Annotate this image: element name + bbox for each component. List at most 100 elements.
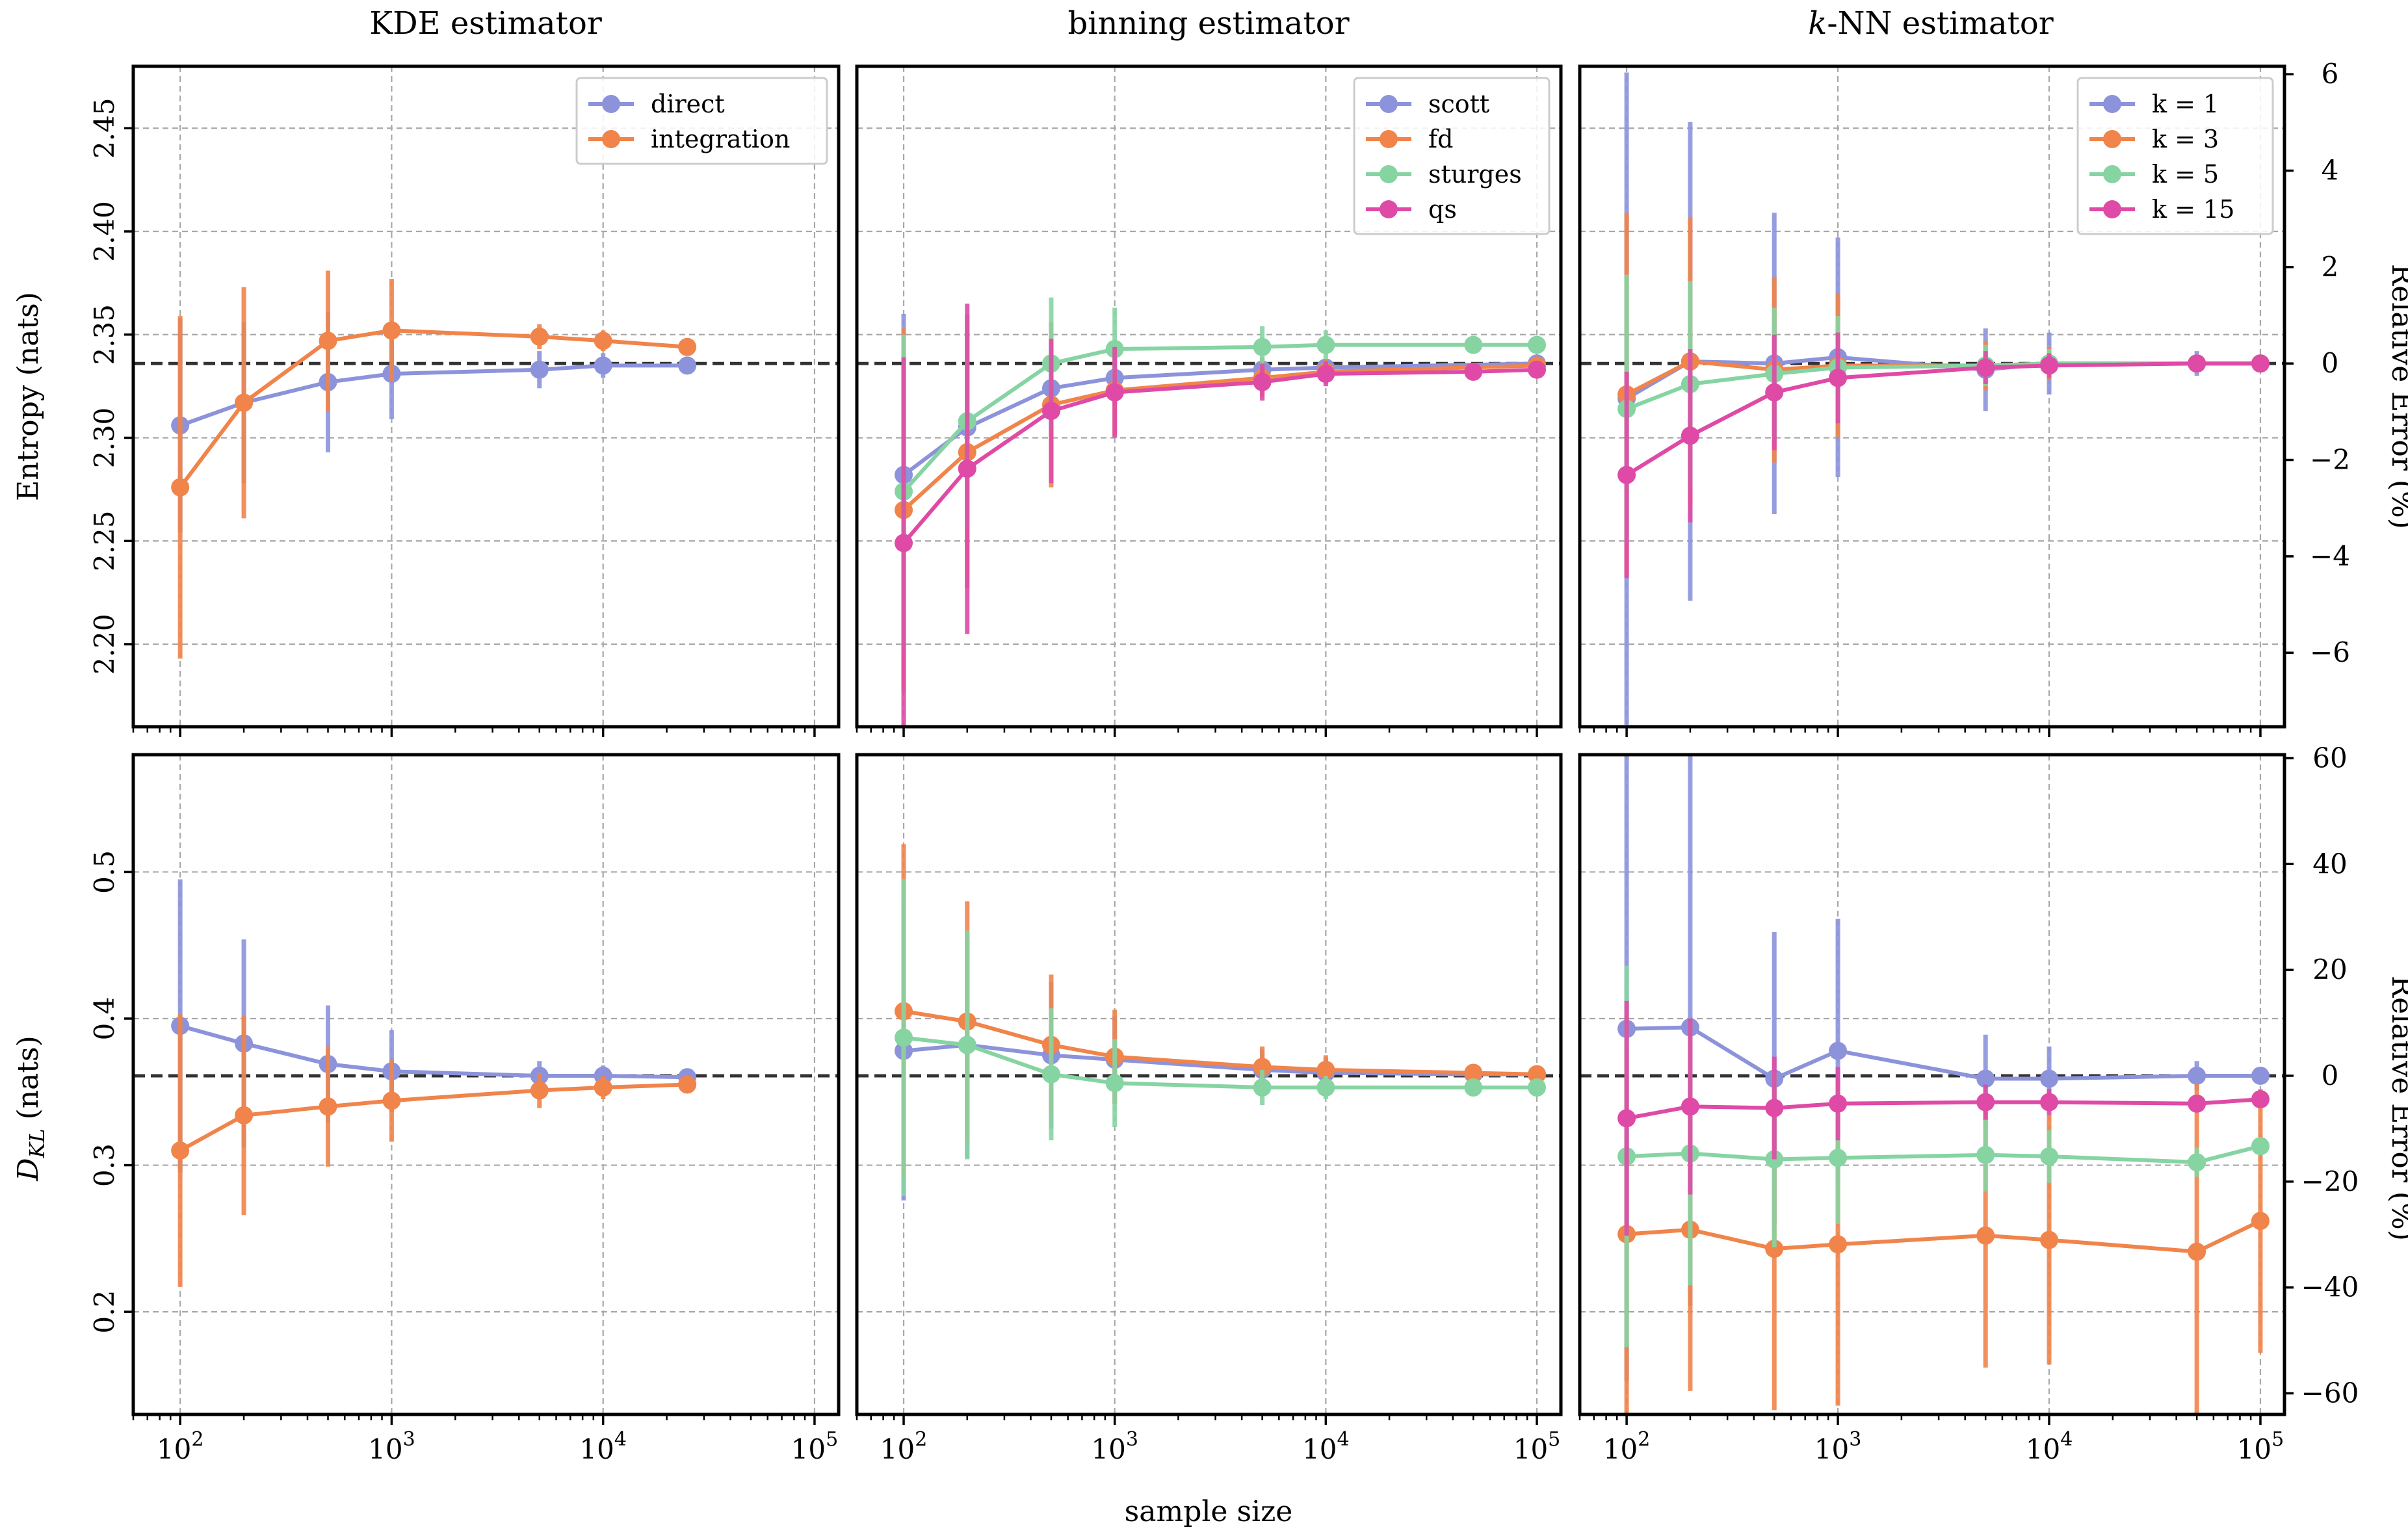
y-tick-label: 2.20 xyxy=(88,614,120,675)
legend-swatch-marker xyxy=(602,130,620,148)
data-point xyxy=(2040,1093,2059,1112)
data-point xyxy=(1681,1097,1699,1116)
grid xyxy=(133,755,839,1414)
x-tick-label: 103 xyxy=(1814,1428,1862,1465)
series-line xyxy=(179,1082,688,1152)
y-tick-label: 2.45 xyxy=(88,98,120,159)
x-ticks xyxy=(1578,727,2262,737)
y-tick-label: 2.40 xyxy=(88,201,120,262)
panel-p02: −6 −4 −2 0 2 4 6 k = 1 k = 3 k = 5 k = 15 xyxy=(1578,58,2350,737)
y-ticks-left: 0.2 0.3 0.4 0.5 xyxy=(88,850,133,1334)
data-point xyxy=(319,332,337,350)
legend-label: sturges xyxy=(1428,160,1522,189)
y-ticks-right: −6 −4 −2 0 2 4 6 xyxy=(2284,58,2350,668)
right-tick-label: −40 xyxy=(2301,1271,2359,1303)
data-point xyxy=(594,332,612,350)
plot-frame xyxy=(131,64,841,729)
data-point xyxy=(1976,1226,1995,1245)
data-point xyxy=(2188,1066,2206,1085)
legend-frame xyxy=(2076,77,2274,235)
data-point xyxy=(678,1075,697,1094)
series-scott xyxy=(895,314,1547,636)
data-point xyxy=(2251,1066,2270,1085)
data-point xyxy=(1316,1060,1335,1079)
x-tick-labels: 102 103 104 105 xyxy=(157,1428,838,1465)
legend-label: integration xyxy=(651,125,790,153)
x-ticks xyxy=(132,727,816,737)
series-sturges xyxy=(895,879,1547,1196)
y-tick-label: 0.2 xyxy=(88,1290,120,1334)
data-point xyxy=(1464,335,1483,354)
series-line xyxy=(1626,1144,2261,1165)
legend-swatch-marker xyxy=(1380,130,1398,148)
entropy-axis-label: Entropy (nats) xyxy=(12,292,45,501)
x-ticks xyxy=(856,1414,1538,1425)
legend-swatch-marker xyxy=(2103,130,2121,148)
right-tick-label: 0 xyxy=(2322,347,2339,379)
right-tick-label: −20 xyxy=(2301,1165,2359,1197)
right-tick-label: −6 xyxy=(2310,636,2350,668)
x-tick-label: 103 xyxy=(1091,1428,1138,1465)
plot-frame xyxy=(1578,753,2286,1416)
legend-swatch-marker xyxy=(2103,200,2121,218)
series-sturges xyxy=(895,297,1547,649)
series-k1 xyxy=(1617,755,2270,1381)
right-tick-label: 20 xyxy=(2312,954,2347,985)
data-point xyxy=(2040,356,2059,375)
data-point xyxy=(171,1141,190,1160)
series-k15 xyxy=(1617,332,2270,579)
data-point xyxy=(1464,362,1483,381)
data-point xyxy=(1528,360,1547,379)
data-point xyxy=(2188,1153,2206,1172)
legend-frame xyxy=(575,77,828,165)
data-point xyxy=(594,1078,612,1097)
right-tick-label: 0 xyxy=(2322,1060,2339,1091)
plot-frame xyxy=(855,64,1563,729)
data-point xyxy=(1041,402,1060,421)
x-ticks xyxy=(132,1414,816,1425)
series-line xyxy=(1625,361,2260,477)
data-point xyxy=(1829,1094,1848,1113)
data-point xyxy=(1765,1240,1784,1258)
panel-p11: 102 103 104 105 xyxy=(855,753,1563,1465)
data-point xyxy=(1528,1065,1547,1084)
data-point xyxy=(1316,335,1335,354)
data-point xyxy=(171,478,190,497)
data-point xyxy=(1253,1078,1272,1097)
legend-label: fd xyxy=(1428,125,1453,153)
data-point xyxy=(678,356,697,375)
legend-swatch-marker xyxy=(2103,95,2121,113)
data-point xyxy=(1528,1078,1547,1097)
series-group xyxy=(895,844,1547,1201)
data-point xyxy=(1765,1099,1784,1117)
data-point xyxy=(1829,1149,1848,1167)
data-point xyxy=(319,1097,337,1116)
data-point xyxy=(678,337,697,356)
right-tick-label: 6 xyxy=(2322,58,2339,90)
data-point xyxy=(1528,335,1547,354)
y-ticks-left: 2.20 2.25 2.30 2.35 2.40 2.45 xyxy=(88,98,133,675)
data-point xyxy=(1829,1235,1848,1254)
data-point xyxy=(1617,465,1636,484)
x-tick-labels: 102 103 104 105 xyxy=(1603,1428,2284,1465)
legend-swatch-marker xyxy=(602,95,620,113)
series-k5 xyxy=(1617,274,2270,543)
data-point xyxy=(530,327,549,346)
grid xyxy=(1580,755,2284,1414)
x-tick-label: 102 xyxy=(1603,1428,1651,1465)
data-point xyxy=(1976,1145,1995,1164)
legend-label: k = 15 xyxy=(2152,195,2234,224)
y-tick-label: 2.30 xyxy=(88,408,120,469)
data-point xyxy=(2188,1242,2206,1261)
data-point xyxy=(235,1106,254,1125)
series-line xyxy=(1626,1097,2261,1121)
y-tick-label: 0.3 xyxy=(88,1143,120,1187)
right-tick-label: 40 xyxy=(2312,848,2347,879)
right-tick-label: −4 xyxy=(2310,540,2350,572)
data-point xyxy=(1316,1078,1335,1097)
plot-frame xyxy=(131,753,841,1416)
data-point xyxy=(1041,1065,1060,1084)
data-point xyxy=(530,1081,549,1100)
series-group xyxy=(171,879,697,1287)
